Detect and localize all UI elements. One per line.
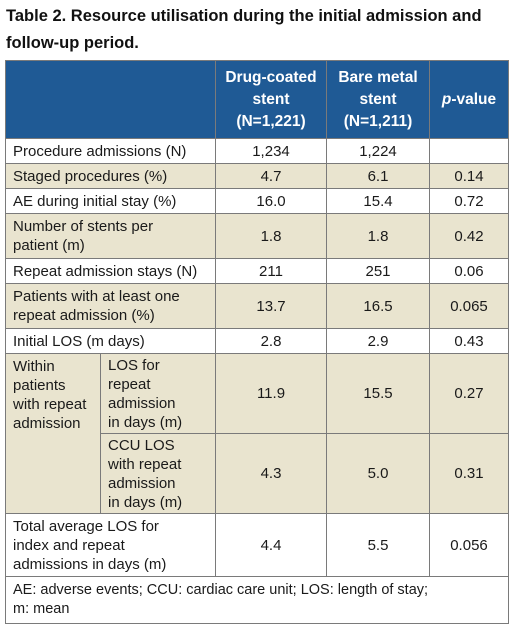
p-value: 0.065 — [429, 283, 509, 329]
dcs-value: 11.9 — [215, 353, 327, 434]
header-p-value: p-value — [429, 60, 509, 139]
table-row: AE during initial stay (%) 16.0 15.4 0.7… — [5, 188, 509, 214]
header-bare-metal-stent: Bare metal stent (N=1,211) — [326, 60, 430, 139]
p-value: 0.72 — [429, 188, 509, 214]
header-blank-cell — [5, 60, 216, 139]
row-label: Number of stents per patient (m) — [5, 213, 216, 259]
p-value: 0.31 — [429, 433, 509, 514]
group-label-within-patients: Within patients with repeat admission — [5, 353, 101, 514]
dcs-value: 13.7 — [215, 283, 327, 329]
row-label: Repeat admission stays (N) — [5, 258, 216, 284]
bms-value: 5.0 — [326, 433, 430, 514]
dcs-value: 4.3 — [215, 433, 327, 514]
bms-value: 15.4 — [326, 188, 430, 214]
bms-value: 15.5 — [326, 353, 430, 434]
p-value: 0.27 — [429, 353, 509, 434]
dcs-value: 1.8 — [215, 213, 327, 259]
row-label: Patients with at least one repeat admiss… — [5, 283, 216, 329]
p-value: 0.14 — [429, 163, 509, 189]
table-row: Within patients with repeat admission LO… — [5, 353, 509, 514]
dcs-value: 1,234 — [215, 138, 327, 164]
table-row: Staged procedures (%) 4.7 6.1 0.14 — [5, 163, 509, 189]
row-label: Total average LOS for index and repeat a… — [5, 513, 216, 577]
header-row: Drug-coated stent (N=1,221) Bare metal s… — [5, 60, 509, 139]
dcs-value: 4.7 — [215, 163, 327, 189]
bms-value: 6.1 — [326, 163, 430, 189]
footnote-row: AE: adverse events; CCU: cardiac care un… — [5, 576, 509, 624]
p-value: 0.43 — [429, 328, 509, 354]
bms-value: 251 — [326, 258, 430, 284]
caption-line-1: Table 2. Resource utilisation during the… — [6, 7, 482, 25]
p-value: 0.42 — [429, 213, 509, 259]
dcs-value: 16.0 — [215, 188, 327, 214]
table-row: Number of stents per patient (m) 1.8 1.8… — [5, 213, 509, 259]
p-value: 0.06 — [429, 258, 509, 284]
caption-line-2: follow-up period. — [6, 34, 139, 52]
table-row: Total average LOS for index and repeat a… — [5, 513, 509, 577]
p-value — [429, 138, 509, 164]
dcs-value: 211 — [215, 258, 327, 284]
dcs-value: 2.8 — [215, 328, 327, 354]
p-value: 0.056 — [429, 513, 509, 577]
row-label: LOS for repeat admission in days (m) — [100, 353, 216, 434]
table-row: Repeat admission stays (N) 211 251 0.06 — [5, 258, 509, 284]
row-label: CCU LOS with repeat admission in days (m… — [100, 433, 216, 514]
resource-utilisation-table: Drug-coated stent (N=1,221) Bare metal s… — [5, 60, 509, 624]
row-label: Procedure admissions (N) — [5, 138, 216, 164]
table-row: Initial LOS (m days) 2.8 2.9 0.43 — [5, 328, 509, 354]
row-label: AE during initial stay (%) — [5, 188, 216, 214]
bms-value: 5.5 — [326, 513, 430, 577]
header-drug-coated-stent: Drug-coated stent (N=1,221) — [215, 60, 327, 139]
bms-value: 1.8 — [326, 213, 430, 259]
table-row: Procedure admissions (N) 1,234 1,224 — [5, 138, 509, 164]
dcs-value: 4.4 — [215, 513, 327, 577]
bms-value: 1,224 — [326, 138, 430, 164]
table-footnote: AE: adverse events; CCU: cardiac care un… — [5, 576, 509, 624]
table-caption: Table 2. Resource utilisation during the… — [6, 3, 506, 57]
bms-value: 16.5 — [326, 283, 430, 329]
table-row: Patients with at least one repeat admiss… — [5, 283, 509, 329]
row-label: Initial LOS (m days) — [5, 328, 216, 354]
bms-value: 2.9 — [326, 328, 430, 354]
row-label: Staged procedures (%) — [5, 163, 216, 189]
table-row: CCU LOS with repeat admission in days (m… — [6, 433, 509, 514]
